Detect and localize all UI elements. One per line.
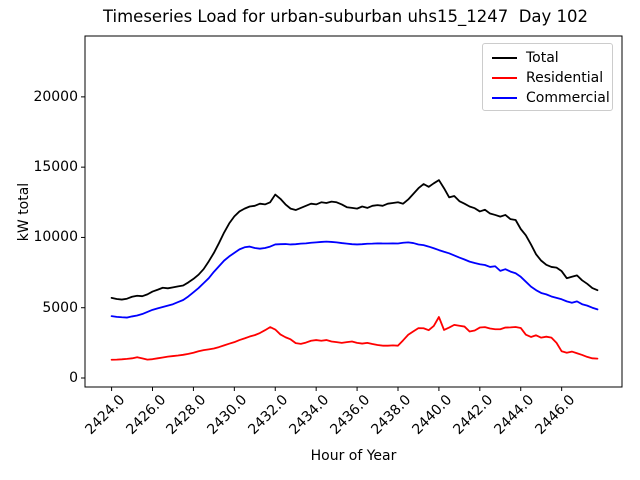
series-line-commercial bbox=[110, 240, 599, 319]
legend-label-total: Total bbox=[526, 50, 559, 66]
legend-label-residential: Residential bbox=[526, 70, 604, 86]
residential-line-swatch bbox=[492, 77, 517, 79]
legend: Total Residential Commercial bbox=[482, 43, 613, 111]
y-tick-label: 15000 bbox=[33, 159, 78, 176]
legend-entry-total: Total bbox=[483, 48, 612, 68]
legend-entry-residential: Residential bbox=[483, 68, 612, 88]
series-line-total bbox=[110, 179, 599, 301]
legend-label-commercial: Commercial bbox=[526, 90, 610, 106]
legend-entry-commercial: Commercial bbox=[483, 88, 612, 108]
series-line-residential bbox=[110, 316, 599, 361]
y-tick-label: 20000 bbox=[33, 88, 78, 105]
axes-frame bbox=[84, 35, 623, 388]
y-tick-label: 10000 bbox=[33, 229, 78, 246]
commercial-line-swatch bbox=[492, 97, 517, 99]
x-axis-label: Hour of Year bbox=[310, 448, 397, 464]
y-tick-label: 5000 bbox=[42, 299, 78, 316]
total-line-swatch bbox=[492, 57, 517, 59]
y-tick-label: 0 bbox=[69, 370, 78, 386]
chart-title: Timeseries Load for urban-suburban uhs15… bbox=[102, 7, 589, 26]
